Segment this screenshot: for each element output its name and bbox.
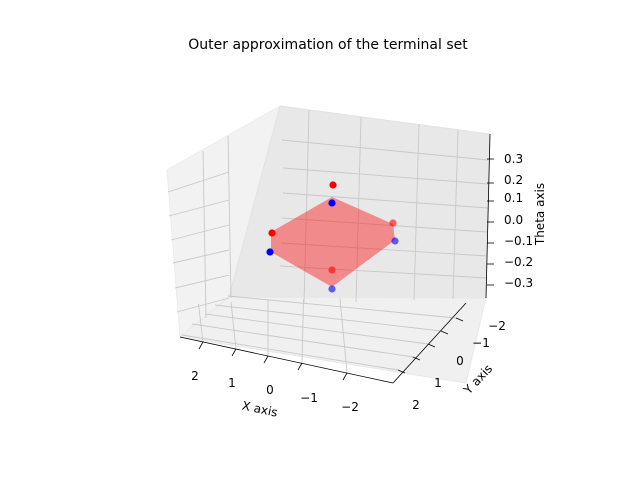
z-axis-label: Theta axis bbox=[533, 183, 547, 246]
red-data-point bbox=[389, 219, 397, 227]
terminal-set-region bbox=[271, 197, 395, 287]
blue-data-point bbox=[391, 237, 399, 245]
y-tick-label: 0 bbox=[456, 354, 464, 368]
y-tick-label: 1 bbox=[434, 376, 442, 390]
x-tick-label: 0 bbox=[266, 383, 274, 397]
blue-data-point bbox=[266, 248, 274, 256]
z-tick-label: −0.2 bbox=[504, 255, 533, 269]
x-tick-label: −2 bbox=[341, 400, 359, 414]
x-tick-label: −1 bbox=[300, 391, 318, 405]
x-tick-label: 2 bbox=[191, 369, 199, 383]
z-tick-label: 0.1 bbox=[504, 191, 523, 205]
z-tick-label: −0.1 bbox=[504, 234, 533, 248]
blue-data-point bbox=[328, 285, 336, 293]
chart-title: Outer approximation of the terminal set bbox=[188, 37, 468, 53]
z-axis: 0.3 0.2 0.1 0.0 −0.1 −0.2 −0.3 Theta axis bbox=[485, 133, 547, 299]
y-tick-label: −2 bbox=[488, 319, 506, 333]
red-data-point bbox=[329, 181, 337, 189]
x-tick-label: 1 bbox=[228, 376, 236, 390]
y-tick-label: −1 bbox=[472, 336, 490, 350]
grid-lines bbox=[167, 109, 489, 374]
blue-data-point bbox=[328, 199, 336, 207]
z-tick-label: −0.3 bbox=[504, 276, 533, 290]
red-data-point bbox=[328, 266, 336, 274]
z-tick-label: 0.0 bbox=[504, 213, 523, 227]
z-tick-label: 0.2 bbox=[504, 173, 523, 187]
y-tick-label: 2 bbox=[412, 398, 420, 412]
data-points bbox=[266, 181, 399, 293]
z-tick-label: 0.3 bbox=[504, 152, 523, 166]
x-axis-label: X axis bbox=[241, 398, 279, 419]
red-data-point bbox=[268, 229, 276, 237]
